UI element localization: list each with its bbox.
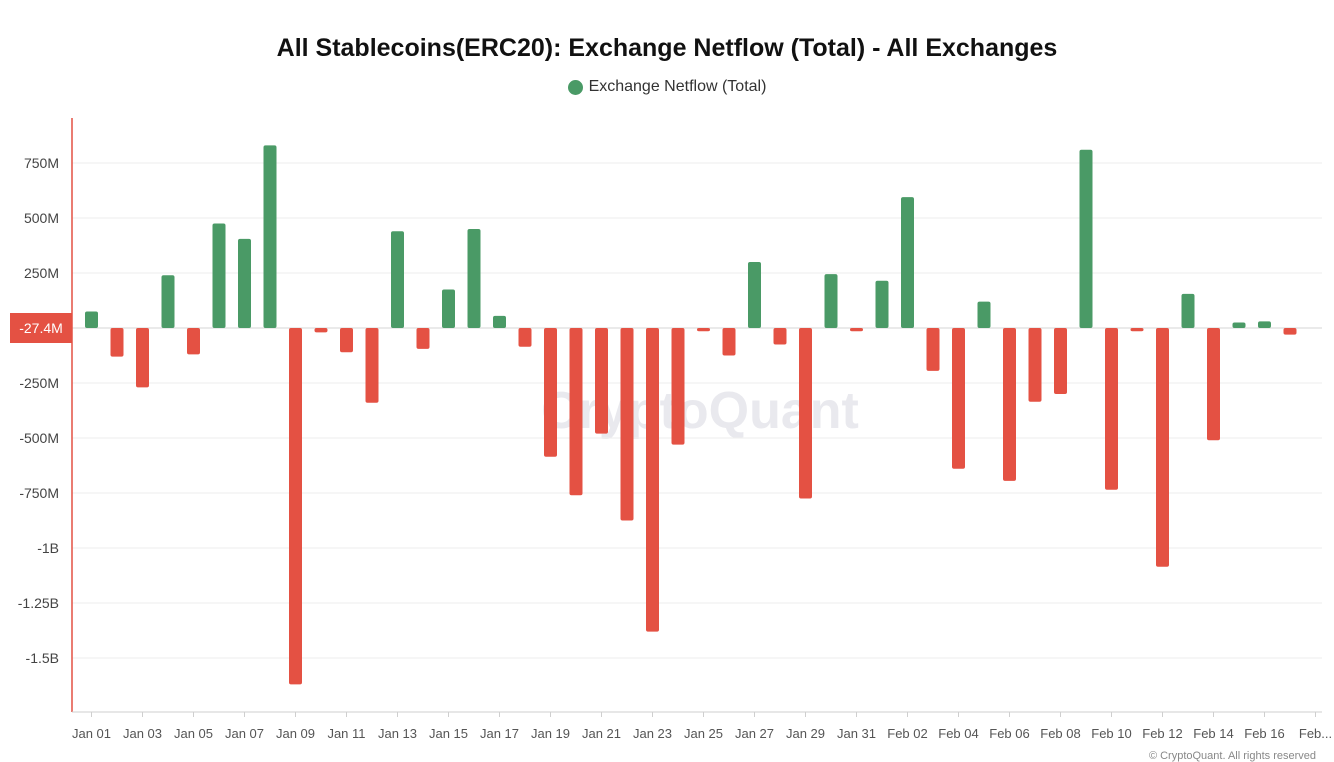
x-tick-label: Jan 25	[684, 726, 723, 741]
x-tick-label: Jan 29	[786, 726, 825, 741]
bar-jan-10	[314, 328, 328, 333]
bar-jan-08	[263, 145, 277, 328]
bar-feb-05	[977, 301, 991, 328]
y-tick-label: -750M	[19, 485, 59, 501]
bar-feb-10	[1105, 328, 1118, 490]
y-tick-label: -1.5B	[26, 650, 59, 666]
bar-jan-23	[646, 328, 659, 632]
bar-jan-21	[595, 328, 608, 434]
y-tick-label: -1B	[37, 540, 59, 556]
bar-jan-22	[620, 328, 634, 521]
bar-jan-13	[391, 231, 404, 328]
x-tick-label: Jan 09	[276, 726, 315, 741]
bar-feb-11	[1130, 328, 1144, 332]
bar-feb-14	[1207, 328, 1220, 441]
bar-jan-20	[569, 328, 583, 496]
bar-jan-17	[493, 315, 506, 328]
bar-jan-12	[365, 328, 379, 403]
x-tick-label: Feb 08	[1040, 726, 1080, 741]
y-tick-label: 250M	[24, 265, 59, 281]
bar-jan-27	[748, 262, 761, 328]
x-tick-label: Jan 23	[633, 726, 672, 741]
y-tick-label: 500M	[24, 210, 59, 226]
y-tick-label: -250M	[19, 375, 59, 391]
bar-feb-06	[1003, 328, 1016, 481]
x-tick-label: Feb...	[1299, 726, 1332, 741]
bar-feb-02	[901, 197, 914, 328]
x-tick-label: Feb 04	[938, 726, 978, 741]
x-tick-label: Feb 12	[1142, 726, 1182, 741]
bar-feb-12	[1156, 328, 1169, 567]
x-tick-label: Feb 06	[989, 726, 1029, 741]
x-tick-label: Jan 03	[123, 726, 162, 741]
bar-feb-13	[1181, 293, 1195, 328]
bar-feb-01	[875, 280, 889, 328]
bar-jan-31	[850, 328, 863, 332]
x-tick-label: Jan 13	[378, 726, 417, 741]
x-tick-label: Jan 31	[837, 726, 876, 741]
bar-jan-18	[518, 328, 532, 347]
chart-legend[interactable]: Exchange Netflow (Total)	[0, 78, 1334, 96]
legend-label: Exchange Netflow (Total)	[588, 78, 767, 95]
bar-jan-07	[238, 238, 251, 328]
bar-feb-16	[1258, 321, 1271, 328]
bar-jan-26	[722, 328, 736, 356]
x-tick-label: Feb 14	[1193, 726, 1233, 741]
y-tick-label: -500M	[19, 430, 59, 446]
legend-marker-icon	[567, 79, 583, 95]
bar-jan-11	[340, 328, 353, 353]
x-tick-label: Jan 11	[327, 726, 365, 741]
bar-jan-16	[467, 229, 481, 328]
bar-jan-24	[671, 328, 685, 445]
x-tick-label: Feb 02	[887, 726, 927, 741]
current-value-marker	[10, 313, 72, 343]
bar-jan-02	[110, 328, 124, 357]
bar-jan-04	[161, 275, 175, 328]
bar-feb-08	[1054, 328, 1067, 394]
y-tick-label: -1.25B	[18, 595, 59, 611]
x-tick-label: Jan 01	[72, 726, 111, 741]
bar-jan-29	[799, 328, 812, 499]
bar-feb-17	[1283, 328, 1297, 335]
bar-jan-19	[544, 328, 557, 457]
bar-jan-30	[824, 274, 838, 328]
bar-feb-09	[1079, 149, 1093, 328]
y-tick-label: 750M	[24, 155, 59, 171]
bar-jan-28	[773, 328, 787, 345]
bar-feb-15	[1232, 322, 1246, 328]
x-tick-label: Jan 17	[480, 726, 519, 741]
chart-title: All Stablecoins(ERC20): Exchange Netflow…	[276, 34, 1058, 62]
bar-feb-07	[1028, 328, 1042, 402]
bar-jan-25	[697, 328, 710, 332]
bar-feb-04	[952, 328, 965, 469]
x-tick-label: Feb 10	[1091, 726, 1131, 741]
x-tick-label: Jan 19	[531, 726, 570, 741]
x-tick-label: Jan 21	[582, 726, 621, 741]
copyright-credit: © CryptoQuant. All rights reserved	[1148, 750, 1316, 762]
x-tick-label: Jan 05	[174, 726, 213, 741]
bar-feb-03	[926, 328, 940, 371]
bar-jan-09	[289, 328, 302, 685]
bar-jan-01	[85, 311, 98, 328]
bar-jan-03	[136, 328, 149, 388]
bar-jan-06	[212, 223, 226, 328]
x-tick-label: Jan 07	[225, 726, 264, 741]
current-value-label: -27.4M	[19, 320, 63, 336]
x-tick-label: Feb 16	[1244, 726, 1284, 741]
x-tick-label: Jan 15	[429, 726, 468, 741]
bar-jan-05	[187, 328, 200, 355]
x-tick-label: Jan 27	[735, 726, 774, 741]
bar-jan-14	[416, 328, 430, 349]
bar-jan-15	[442, 289, 455, 328]
